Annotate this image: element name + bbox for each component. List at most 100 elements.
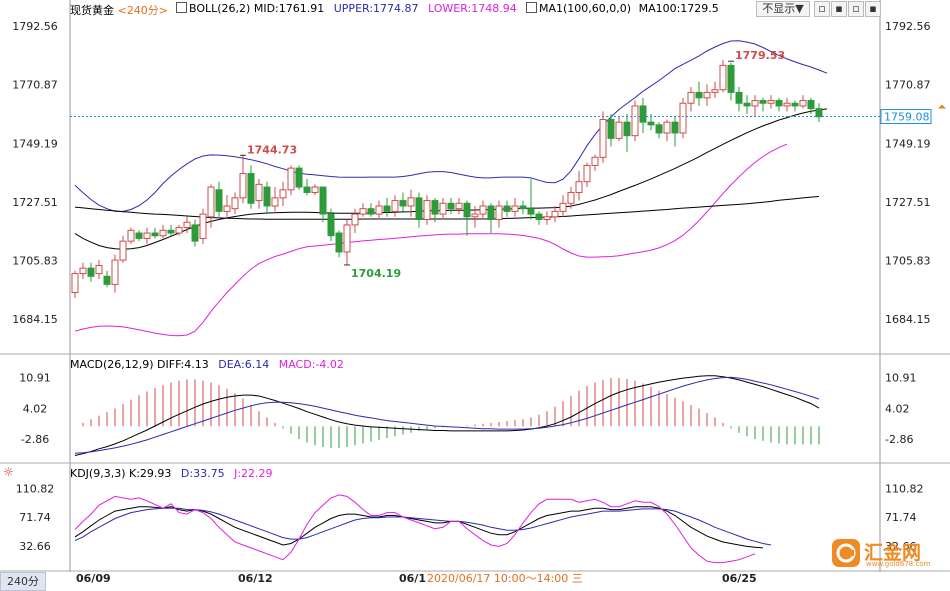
candle-body bbox=[95, 264, 103, 275]
candle-body bbox=[687, 91, 695, 104]
candle-body bbox=[311, 186, 319, 193]
ma-legend: MA1(100,60,0,0) MA100:1729.5 bbox=[526, 2, 719, 15]
candle-body bbox=[503, 205, 511, 212]
candle-body bbox=[439, 202, 447, 215]
axis-layer: 1792.56 1792.56 1770.87 1770.87 1749.19 1749.… bbox=[12, 20, 930, 585]
kdj-tick-left: 32.66 bbox=[19, 540, 51, 553]
price-tick-right: 1749.19 bbox=[885, 137, 931, 150]
price-tick-left: 1792.56 bbox=[12, 20, 58, 33]
candle-body bbox=[375, 205, 383, 215]
candle-body bbox=[695, 91, 703, 99]
candle-body bbox=[407, 197, 415, 207]
boll-checkbox[interactable] bbox=[176, 2, 187, 13]
boll-label: BOLL(26,2) bbox=[189, 2, 251, 15]
kdj-tick-right: 110.82 bbox=[885, 482, 924, 495]
candle-body bbox=[543, 216, 551, 221]
series-d bbox=[74, 507, 772, 546]
price-tick-right: 1684.15 bbox=[885, 313, 931, 326]
logo-text: 汇金网 bbox=[864, 542, 922, 564]
candle-body bbox=[511, 205, 519, 212]
series-k bbox=[74, 506, 764, 549]
window-button-1[interactable]: ▫ bbox=[814, 1, 830, 17]
kdj-label: KDJ(9,3,3) bbox=[70, 467, 126, 480]
macd-dea-value: DEA:6.14 bbox=[218, 358, 270, 371]
candle-body bbox=[151, 232, 159, 237]
price-tick-right: 1705.83 bbox=[885, 255, 931, 268]
candle-body bbox=[567, 191, 575, 204]
candle-body bbox=[135, 232, 143, 239]
ma-checkbox[interactable] bbox=[526, 2, 537, 13]
candle-body bbox=[575, 181, 583, 193]
candle-body bbox=[343, 224, 351, 253]
price-tick-left: 1770.87 bbox=[12, 79, 58, 92]
price-tick-left: 1684.15 bbox=[12, 313, 58, 326]
kdj-k-value: K:29.93 bbox=[129, 467, 172, 480]
candle-body bbox=[759, 100, 767, 104]
kdj-j-value: J:22.29 bbox=[234, 467, 273, 480]
kdj-header: KDJ(9,3,3) K:29.93 D:33.75 J:22.29 bbox=[70, 467, 273, 480]
candle-body bbox=[423, 200, 431, 221]
candle-body bbox=[647, 121, 655, 126]
price-tick-right: 1727.51 bbox=[885, 196, 931, 209]
kdj-settings-icon[interactable]: ☼ bbox=[3, 465, 14, 479]
candle-body bbox=[279, 189, 287, 199]
price-header: 现货黄金 <240分> bbox=[70, 2, 168, 18]
candle-body bbox=[191, 224, 199, 242]
price-annotation: 1704.19 bbox=[351, 267, 401, 280]
candle-body bbox=[287, 167, 295, 191]
series-ma100 bbox=[74, 196, 820, 220]
candle-body bbox=[527, 208, 535, 215]
candle-body bbox=[703, 91, 711, 99]
macd-tick-left: 4.02 bbox=[23, 402, 48, 415]
candle-body bbox=[87, 267, 95, 277]
candle-body bbox=[303, 186, 311, 193]
timeframe-button[interactable]: 240分 bbox=[0, 572, 46, 591]
x-tick-label: 06/1 bbox=[399, 572, 426, 585]
macd-macd-value: MACD:-4.02 bbox=[278, 358, 344, 371]
price-annotation: 1779.53 bbox=[735, 49, 785, 62]
candle-body bbox=[479, 205, 487, 215]
logo-icon bbox=[832, 539, 860, 567]
series-lower bbox=[74, 143, 788, 337]
candle-body bbox=[711, 89, 719, 93]
candle-body bbox=[551, 210, 559, 218]
ma100-value: MA100:1729.5 bbox=[638, 2, 719, 15]
x-tick-label: 06/09 bbox=[76, 572, 111, 585]
crosshair-time-label: 2020/06/17 10:00～14:00 三 bbox=[427, 572, 583, 585]
candle-body bbox=[207, 186, 215, 218]
macd-tick-right: 4.02 bbox=[885, 402, 910, 415]
watermark-logo: 汇金网 www.gold678.com bbox=[830, 535, 942, 571]
candle-body bbox=[615, 121, 623, 139]
candle-body bbox=[255, 183, 263, 202]
price-tick-left: 1749.19 bbox=[12, 137, 58, 150]
candle-body bbox=[639, 105, 647, 123]
candle-body bbox=[455, 202, 463, 210]
candle-body bbox=[519, 205, 527, 210]
series-dea bbox=[74, 376, 820, 454]
window-button-3[interactable]: ▫ bbox=[848, 1, 864, 17]
hide-dropdown-button[interactable]: 不显示▼ bbox=[756, 1, 810, 17]
candle-body bbox=[751, 100, 759, 107]
candle-body bbox=[535, 213, 543, 221]
macd-diff-value: DIFF:4.13 bbox=[157, 358, 209, 371]
boll-upper-value: UPPER:1774.87 bbox=[333, 2, 419, 15]
candle-body bbox=[399, 200, 407, 207]
macd-tick-left: -2.86 bbox=[21, 433, 49, 446]
candle-body bbox=[71, 273, 79, 294]
window-button-4[interactable]: ▪ bbox=[865, 1, 881, 17]
candle-body bbox=[415, 197, 423, 221]
window-button-2[interactable]: ▪ bbox=[831, 1, 847, 17]
candle-body bbox=[463, 202, 471, 218]
kdj-tick-right: 32.66 bbox=[885, 540, 917, 553]
candle-body bbox=[727, 64, 735, 93]
candle-body bbox=[159, 229, 167, 237]
candle-body bbox=[215, 189, 223, 212]
macd-label: MACD(26,12,9) bbox=[70, 358, 154, 371]
candle-body bbox=[775, 100, 783, 107]
kdj-tick-left: 71.74 bbox=[19, 511, 51, 524]
candle-body bbox=[663, 121, 671, 134]
candle-body bbox=[111, 259, 119, 285]
candle-body bbox=[471, 213, 479, 218]
candle-body bbox=[799, 100, 807, 107]
current-price-badge bbox=[880, 109, 932, 125]
